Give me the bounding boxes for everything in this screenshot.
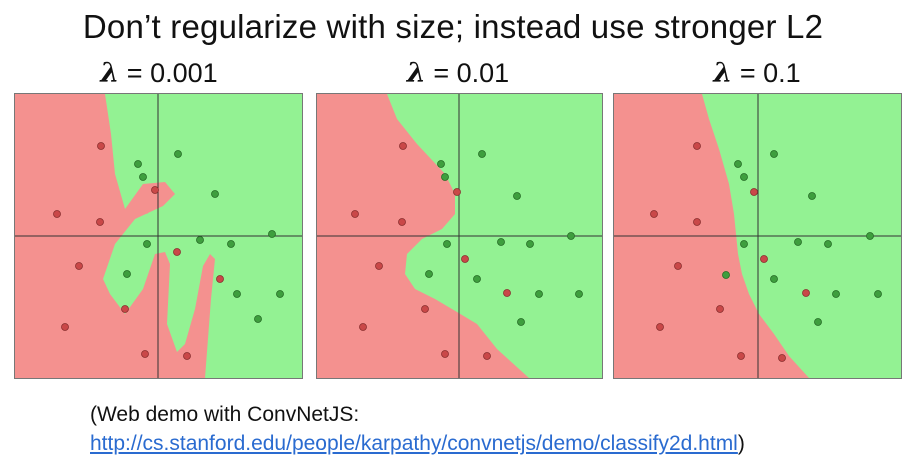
lambda-value: = 0.1 — [739, 58, 801, 88]
red-point — [453, 188, 461, 196]
decision-boundary-plot-lambda-01 — [613, 93, 902, 379]
red-point — [359, 323, 367, 331]
green-point — [268, 230, 276, 238]
green-point — [473, 275, 481, 283]
green-point — [211, 190, 219, 198]
red-point — [53, 210, 61, 218]
green-point — [227, 240, 235, 248]
decision-boundary-plot-lambda-0001 — [14, 93, 303, 379]
red-point — [802, 289, 810, 297]
lambda-symbol: λ — [713, 58, 733, 89]
caption-link-line: http://cs.stanford.edu/people/karpathy/c… — [90, 429, 745, 458]
red-point — [461, 255, 469, 263]
caption: (Web demo with ConvNetJS: http://cs.stan… — [90, 400, 745, 458]
green-point — [722, 271, 730, 279]
green-point — [874, 290, 882, 298]
data-points — [351, 142, 583, 360]
green-point — [866, 232, 874, 240]
red-point — [503, 289, 511, 297]
green-point — [196, 236, 204, 244]
caption-close-paren: ) — [737, 432, 745, 455]
red-point — [375, 262, 383, 270]
green-point — [478, 150, 486, 158]
red-point — [121, 305, 129, 313]
red-point — [656, 323, 664, 331]
green-point — [740, 240, 748, 248]
red-point — [75, 262, 83, 270]
green-point — [832, 290, 840, 298]
demo-link[interactable]: http://cs.stanford.edu/people/karpathy/c… — [90, 432, 738, 455]
green-point — [808, 192, 816, 200]
red-point — [693, 142, 701, 150]
slide-title: Don’t regularize with size; instead use … — [82, 8, 824, 45]
red-point — [483, 352, 491, 360]
lambda-symbol: λ — [406, 58, 426, 89]
lambda-value: = 0.001 — [126, 58, 218, 88]
green-point — [770, 275, 778, 283]
green-point — [513, 192, 521, 200]
caption-line: (Web demo with ConvNetJS: — [90, 403, 360, 426]
red-point — [421, 305, 429, 313]
red-point — [693, 218, 701, 226]
red-point — [61, 323, 69, 331]
green-point — [535, 290, 543, 298]
red-point — [351, 210, 359, 218]
green-point — [567, 232, 575, 240]
red-point — [716, 305, 724, 313]
red-point — [750, 188, 758, 196]
data-points — [650, 142, 882, 362]
green-point — [174, 150, 182, 158]
red-point — [398, 218, 406, 226]
green-point — [123, 270, 131, 278]
green-point — [276, 290, 284, 298]
green-point — [794, 238, 802, 246]
data-points — [53, 142, 284, 360]
green-point — [497, 238, 505, 246]
panel-title-lambda-001: λ = 0.01 — [313, 58, 603, 89]
green-point — [134, 160, 142, 168]
red-point — [760, 255, 768, 263]
red-point — [97, 142, 105, 150]
decision-boundary-plot-lambda-001 — [316, 93, 603, 379]
green-point — [425, 270, 433, 278]
panel-title-lambda-0001: λ = 0.001 — [14, 58, 304, 89]
red-point — [650, 210, 658, 218]
green-point — [824, 240, 832, 248]
red-point — [778, 354, 786, 362]
green-point — [526, 240, 534, 248]
red-point — [216, 275, 224, 283]
red-protrusion — [140, 184, 167, 214]
panel-title-lambda-01: λ = 0.1 — [612, 58, 902, 89]
green-point — [734, 160, 742, 168]
green-point — [575, 290, 583, 298]
green-point — [814, 318, 822, 326]
green-point — [770, 150, 778, 158]
red-point — [173, 248, 181, 256]
red-point — [141, 350, 149, 358]
green-point — [139, 173, 147, 181]
green-point — [441, 173, 449, 181]
red-point — [399, 142, 407, 150]
green-point — [740, 173, 748, 181]
green-point — [437, 160, 445, 168]
red-point — [737, 352, 745, 360]
green-point — [254, 315, 262, 323]
red-point — [96, 218, 104, 226]
green-point — [233, 290, 241, 298]
green-point — [443, 240, 451, 248]
red-point — [183, 352, 191, 360]
red-point — [441, 350, 449, 358]
green-point — [517, 318, 525, 326]
red-point — [674, 262, 682, 270]
green-point — [143, 240, 151, 248]
lambda-value: = 0.01 — [433, 58, 510, 88]
red-point — [151, 186, 159, 194]
lambda-symbol: λ — [100, 58, 120, 89]
